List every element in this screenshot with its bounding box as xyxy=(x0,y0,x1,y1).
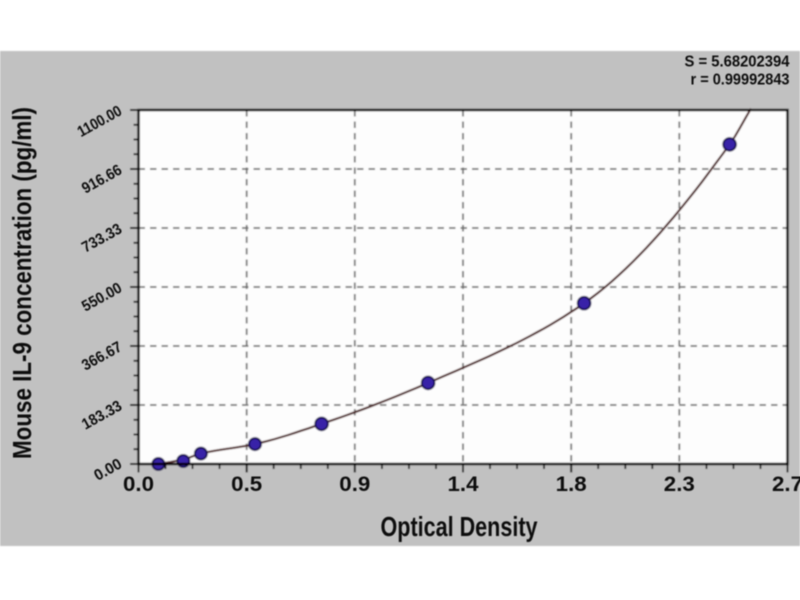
svg-text:0.0: 0.0 xyxy=(123,473,154,496)
svg-text:0.9: 0.9 xyxy=(339,473,370,496)
svg-text:0.5: 0.5 xyxy=(231,473,262,496)
svg-text:1.8: 1.8 xyxy=(556,473,587,496)
svg-text:2.7: 2.7 xyxy=(772,473,800,496)
svg-text:Mouse IL-9 concentration (pg/m: Mouse IL-9 concentration (pg/ml) xyxy=(7,107,37,459)
svg-text:1.4: 1.4 xyxy=(448,473,479,496)
svg-text:Optical Density: Optical Density xyxy=(381,511,539,542)
svg-text:2.3: 2.3 xyxy=(664,473,695,496)
svg-text:S = 5.68202394: S = 5.68202394 xyxy=(685,54,790,71)
svg-text:r = 0.99992843: r = 0.99992843 xyxy=(691,72,790,89)
